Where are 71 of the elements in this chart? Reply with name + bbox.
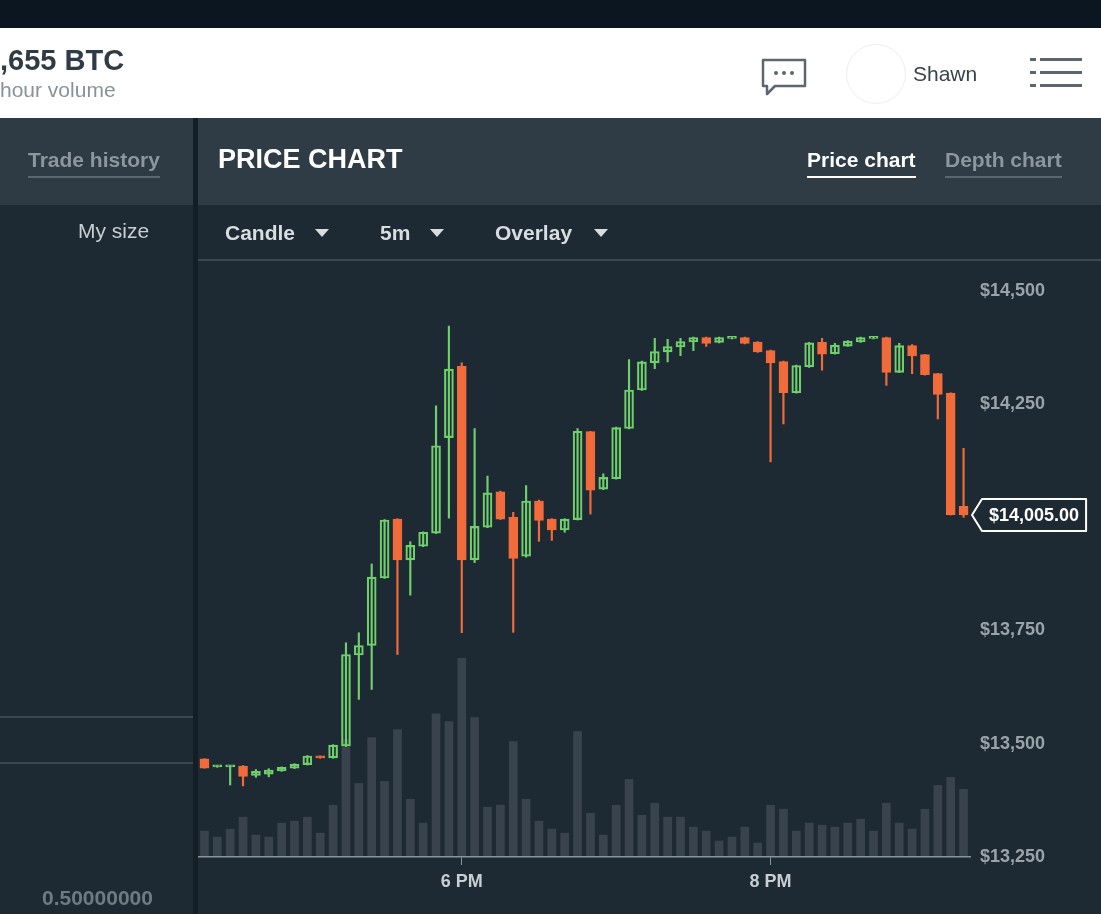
text: 0.50000000	[42, 886, 153, 910]
bar	[264, 836, 274, 857]
bar	[843, 822, 853, 857]
bar	[946, 777, 956, 857]
candlestick	[765, 349, 776, 463]
bar	[882, 802, 891, 857]
bar	[431, 713, 441, 857]
candlestick	[392, 518, 403, 655]
text: 5m	[380, 221, 411, 245]
text: Shawn	[913, 62, 978, 86]
text: hour volume	[0, 78, 116, 102]
bar	[470, 717, 479, 857]
text: ,655 BTC	[0, 44, 125, 77]
bar	[650, 802, 660, 857]
text: Trade history	[28, 148, 160, 178]
chart-title: PRICE CHART	[218, 144, 403, 175]
bar	[869, 830, 878, 857]
bar	[380, 781, 389, 857]
bar	[303, 816, 312, 857]
bar	[586, 812, 595, 857]
text: My size	[78, 219, 150, 243]
bar	[483, 806, 492, 857]
candlestick	[958, 448, 969, 518]
bar	[212, 836, 222, 857]
bar	[200, 830, 209, 857]
text: $14,005.00	[989, 504, 1080, 525]
bar	[611, 804, 621, 857]
bar	[290, 820, 299, 857]
bar	[779, 808, 788, 857]
bar	[701, 830, 711, 857]
candlestick	[379, 519, 390, 579]
text: Price chart	[807, 148, 916, 178]
bar	[766, 804, 775, 857]
y-tick-label: $14,500	[980, 279, 1046, 300]
bar	[508, 741, 518, 857]
bar	[328, 804, 338, 857]
y-tick-label: $14,250	[980, 393, 1046, 414]
y-tick-label: $13,750	[980, 619, 1046, 640]
bar	[856, 818, 865, 857]
bar	[496, 804, 505, 857]
bar	[920, 808, 930, 857]
bar	[753, 842, 763, 857]
bar	[457, 658, 467, 857]
bar	[560, 832, 570, 857]
bar	[315, 832, 325, 857]
bar	[689, 826, 698, 857]
bar	[573, 731, 582, 857]
bar	[405, 798, 415, 857]
y-tick-label: $13,500	[980, 732, 1046, 753]
text: Candle	[225, 221, 296, 245]
x-tick-label: 6 PM	[440, 870, 483, 891]
bar	[624, 779, 634, 857]
bar	[637, 814, 647, 857]
bar	[663, 816, 672, 857]
bar	[959, 789, 968, 857]
bar	[933, 785, 943, 857]
bar	[393, 729, 402, 857]
bar	[277, 822, 286, 857]
bar	[238, 816, 248, 857]
text: Overlay	[495, 221, 573, 245]
bar	[367, 737, 377, 857]
bar	[676, 816, 685, 857]
x-tick-label: 8 PM	[749, 870, 792, 891]
y-tick-label: $13,250	[980, 845, 1046, 866]
bar	[354, 783, 364, 857]
bar	[444, 721, 454, 857]
text: Depth chart	[945, 148, 1062, 178]
bar	[521, 798, 531, 857]
bar	[598, 834, 608, 857]
bar	[894, 822, 904, 857]
bar	[791, 830, 801, 857]
